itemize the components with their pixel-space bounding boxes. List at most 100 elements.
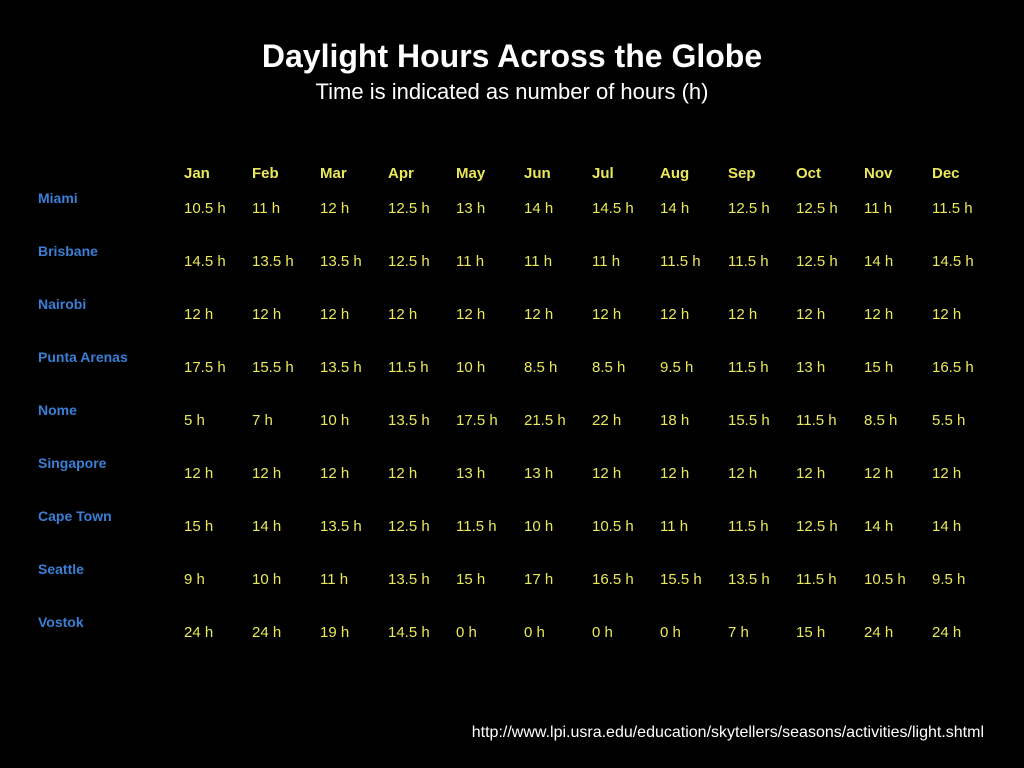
value-cell: 12 h [382,296,450,349]
value-cell: 16.5 h [926,349,994,402]
page-title: Daylight Hours Across the Globe [30,38,994,75]
month-header: Jan [178,165,246,190]
value-cell: 11.5 h [382,349,450,402]
table-row: Nairobi12 h12 h12 h12 h12 h12 h12 h12 h1… [38,296,994,349]
value-cell: 12.5 h [722,190,790,243]
table-row: Nome5 h7 h10 h13.5 h17.5 h21.5 h22 h18 h… [38,402,994,455]
page-subtitle: Time is indicated as number of hours (h) [30,79,994,105]
value-cell: 12.5 h [382,508,450,561]
city-label: Vostok [38,614,178,667]
value-cell: 11.5 h [790,561,858,614]
source-url: http://www.lpi.usra.edu/education/skytel… [472,724,984,742]
value-cell: 11 h [314,561,382,614]
table-row: Singapore12 h12 h12 h12 h13 h13 h12 h12 … [38,455,994,508]
value-cell: 12 h [790,455,858,508]
value-cell: 24 h [926,614,994,667]
value-cell: 12 h [858,296,926,349]
value-cell: 10 h [246,561,314,614]
value-cell: 14 h [246,508,314,561]
value-cell: 17.5 h [178,349,246,402]
value-cell: 15.5 h [246,349,314,402]
value-cell: 11 h [518,243,586,296]
month-header: Sep [722,165,790,190]
value-cell: 13.5 h [314,508,382,561]
value-cell: 7 h [246,402,314,455]
value-cell: 13.5 h [382,561,450,614]
value-cell: 13.5 h [382,402,450,455]
city-label: Cape Town [38,508,178,561]
value-cell: 9.5 h [926,561,994,614]
city-label: Brisbane [38,243,178,296]
value-cell: 22 h [586,402,654,455]
value-cell: 10 h [314,402,382,455]
month-header: Oct [790,165,858,190]
value-cell: 12 h [246,296,314,349]
value-cell: 15 h [178,508,246,561]
table-row: Miami10.5 h11 h12 h12.5 h13 h14 h14.5 h1… [38,190,994,243]
month-header: Aug [654,165,722,190]
value-cell: 12 h [382,455,450,508]
value-cell: 15 h [790,614,858,667]
value-cell: 12.5 h [382,190,450,243]
value-cell: 8.5 h [858,402,926,455]
value-cell: 14.5 h [178,243,246,296]
value-cell: 11 h [450,243,518,296]
value-cell: 10.5 h [858,561,926,614]
value-cell: 12.5 h [382,243,450,296]
value-cell: 11.5 h [722,349,790,402]
value-cell: 10 h [518,508,586,561]
value-cell: 13 h [790,349,858,402]
value-cell: 13.5 h [314,349,382,402]
city-label: Singapore [38,455,178,508]
value-cell: 18 h [654,402,722,455]
value-cell: 12 h [314,190,382,243]
table-row: Seattle9 h10 h11 h13.5 h15 h17 h16.5 h15… [38,561,994,614]
value-cell: 11 h [654,508,722,561]
value-cell: 0 h [518,614,586,667]
value-cell: 12 h [314,296,382,349]
month-header: Mar [314,165,382,190]
value-cell: 14 h [654,190,722,243]
value-cell: 12 h [858,455,926,508]
value-cell: 12 h [926,455,994,508]
month-header: Jul [586,165,654,190]
value-cell: 14.5 h [586,190,654,243]
value-cell: 14 h [858,243,926,296]
value-cell: 24 h [178,614,246,667]
value-cell: 11.5 h [790,402,858,455]
value-cell: 24 h [858,614,926,667]
value-cell: 11 h [246,190,314,243]
value-cell: 9.5 h [654,349,722,402]
value-cell: 15 h [450,561,518,614]
value-cell: 13.5 h [314,243,382,296]
city-label: Nome [38,402,178,455]
table-row: Brisbane14.5 h13.5 h13.5 h12.5 h11 h11 h… [38,243,994,296]
value-cell: 9 h [178,561,246,614]
value-cell: 11.5 h [654,243,722,296]
month-header: Apr [382,165,450,190]
city-label: Seattle [38,561,178,614]
month-header: Jun [518,165,586,190]
value-cell: 17 h [518,561,586,614]
city-label: Nairobi [38,296,178,349]
value-cell: 21.5 h [518,402,586,455]
value-cell: 0 h [450,614,518,667]
city-label: Punta Arenas [38,349,178,402]
value-cell: 11 h [858,190,926,243]
value-cell: 13 h [518,455,586,508]
value-cell: 14 h [926,508,994,561]
value-cell: 14.5 h [926,243,994,296]
value-cell: 10.5 h [178,190,246,243]
value-cell: 8.5 h [586,349,654,402]
value-cell: 15.5 h [654,561,722,614]
value-cell: 19 h [314,614,382,667]
month-header: Dec [926,165,994,190]
value-cell: 13.5 h [246,243,314,296]
value-cell: 5 h [178,402,246,455]
value-cell: 12 h [722,455,790,508]
daylight-table: JanFebMarAprMayJunJulAugSepOctNovDec Mia… [38,165,994,667]
value-cell: 12 h [722,296,790,349]
value-cell: 13 h [450,190,518,243]
value-cell: 14 h [518,190,586,243]
value-cell: 11.5 h [926,190,994,243]
